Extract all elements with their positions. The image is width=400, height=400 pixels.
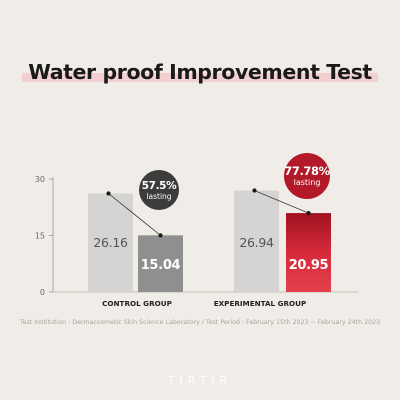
bar-value-label-0: 26.16 bbox=[93, 235, 128, 250]
bar-value-label-3: 20.95 bbox=[289, 258, 329, 273]
chart-title-text: Water proof Improvement Test bbox=[28, 60, 372, 84]
connector-dot-start-1 bbox=[252, 188, 257, 193]
bar-1 bbox=[138, 235, 183, 292]
annotation-value-1: 77.78% bbox=[284, 164, 330, 178]
annotation-badge-0 bbox=[139, 170, 179, 210]
annotation-badge-1 bbox=[284, 153, 330, 199]
chart-title: Water proof Improvement Test bbox=[22, 60, 378, 84]
brand-logo: TIRTIR bbox=[167, 374, 233, 387]
annotation-value-0: 57.5% bbox=[142, 180, 177, 192]
test-footnote: Test Institution : Dermacosmetic Skin Sc… bbox=[19, 319, 381, 326]
connector-dot-start-0 bbox=[106, 191, 111, 196]
connector-line-1 bbox=[254, 190, 309, 214]
category-label-1: EXPERIMENTAL GROUP bbox=[214, 299, 307, 308]
bar-0 bbox=[88, 193, 133, 292]
category-label-0: CONTROL GROUP bbox=[102, 299, 172, 308]
y-tick-label-2: 30 bbox=[35, 175, 45, 184]
y-tick-label-0: 0 bbox=[40, 288, 45, 297]
connector-dot-end-0 bbox=[158, 233, 163, 238]
y-tick-label-1: 15 bbox=[35, 232, 45, 241]
bar-value-label-2: 26.94 bbox=[239, 235, 274, 250]
bar-value-label-1: 15.04 bbox=[141, 258, 181, 273]
bar-3 bbox=[286, 213, 331, 292]
connector-line-0 bbox=[108, 193, 161, 236]
annotation-text-0: lasting bbox=[146, 192, 171, 201]
bar-2 bbox=[234, 190, 279, 292]
connector-dot-end-1 bbox=[306, 210, 311, 216]
annotation-text-1: lasting bbox=[294, 178, 321, 187]
